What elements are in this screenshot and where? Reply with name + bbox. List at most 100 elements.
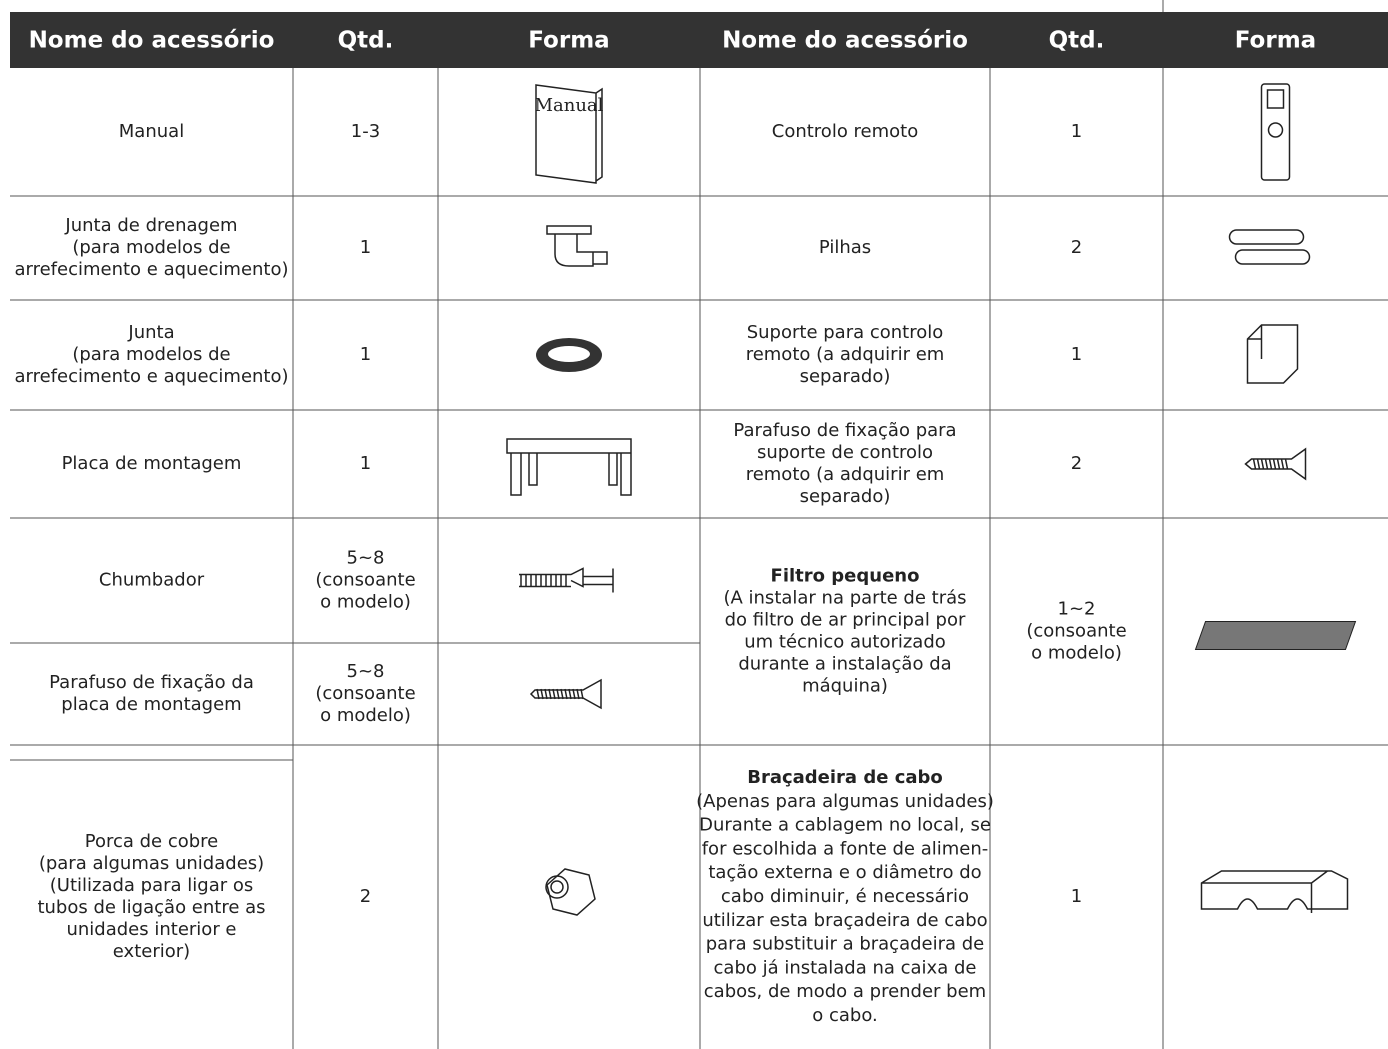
qty-line: (consoante [315, 683, 415, 704]
name-line: utilizar esta braçadeira de cabo [702, 910, 987, 931]
icon-shape [540, 688, 544, 700]
name-line: remoto (a adquirir em [746, 344, 945, 365]
icon-shape [545, 875, 569, 899]
icon [1244, 447, 1307, 481]
name-line: Junta de drenagem [64, 215, 237, 236]
name-line: suporte de controlo [757, 442, 933, 463]
icon [1228, 229, 1311, 265]
name-line: for escolhida a fonte de alimen- [702, 838, 989, 859]
qty-line: 1-3 [351, 121, 380, 142]
icon-shape [1234, 249, 1311, 265]
qty-line: (consoante [315, 570, 415, 591]
name-line: arrefecimento e aquecimento) [14, 259, 288, 280]
header-cell: Nome do acessório [29, 28, 275, 54]
icon-shape [1256, 458, 1261, 470]
icon [519, 567, 614, 593]
header-bar [10, 12, 1388, 68]
icon-shape [548, 688, 552, 700]
icon-shape [1228, 229, 1305, 245]
name-line-title: Filtro pequeno [771, 566, 920, 587]
icon-shape [550, 880, 564, 894]
icon [546, 225, 608, 267]
qty-line: 5~8 [347, 548, 385, 569]
qty-line: 1 [360, 344, 371, 365]
icon-shape [1284, 458, 1289, 470]
icon-shape [519, 567, 614, 593]
icon-shape [544, 688, 548, 700]
icon-shape [1200, 870, 1349, 913]
name-line: para substituir a braçadeira de [706, 934, 985, 955]
qty-line: 1 [360, 453, 371, 474]
icon-shape [572, 688, 576, 700]
qty-line: o modelo) [1031, 643, 1122, 664]
icon [545, 868, 596, 916]
name-line: (para modelos de [72, 237, 230, 258]
name-line: máquina) [802, 676, 888, 697]
name-line: unidades interior e [66, 919, 236, 940]
qty-line: 1 [1071, 121, 1082, 142]
icon-shape [1276, 458, 1281, 470]
name-line: Manual [119, 121, 184, 142]
header-cell: Forma [1235, 28, 1316, 54]
icon-shape [564, 688, 568, 700]
icon [506, 438, 632, 496]
icon [1194, 621, 1357, 650]
name-line: Placa de montagem [62, 453, 242, 474]
icon-shape [576, 688, 580, 700]
qty-line: o modelo) [320, 705, 411, 726]
icon-shape [1268, 458, 1273, 470]
icon-shape [580, 688, 584, 700]
qty-line: 2 [1071, 237, 1082, 258]
icon-shape [535, 84, 603, 184]
icon-shape [1264, 458, 1269, 470]
icon-shape [548, 346, 590, 362]
header-cell: Qtd. [1049, 28, 1105, 54]
name-line: tubos de ligação entre as [37, 897, 265, 918]
icon-shape [1266, 89, 1285, 109]
name-line: remoto (a adquirir em [746, 464, 945, 485]
header-cell: Nome do acessório [722, 28, 968, 54]
name-line: Suporte para controlo [747, 322, 944, 343]
icon [536, 338, 602, 372]
name-line: cabo já instalada na caixa de [714, 957, 977, 978]
name-line: Controlo remoto [772, 121, 919, 142]
name-line: placa de montagem [61, 694, 241, 715]
qty-line: 1 [1071, 344, 1082, 365]
icon [1260, 83, 1291, 181]
name-line: durante a instalação da [738, 654, 951, 675]
icon-shape [1280, 458, 1285, 470]
icon-shape [1260, 83, 1291, 181]
name-line: um técnico autorizado [744, 632, 946, 653]
name-line: Porca de cobre [85, 831, 219, 852]
name-line: do filtro de ar principal por [725, 610, 966, 631]
icon [1246, 324, 1299, 384]
name-line: separado) [800, 366, 891, 387]
icon [1200, 870, 1349, 913]
name-line: Parafuso de fixação para [733, 420, 956, 441]
icon-shape [1246, 324, 1299, 384]
icon-shape [1194, 621, 1357, 650]
name-line: separado) [800, 486, 891, 507]
name-line: cabo diminuir, é necessário [721, 886, 969, 907]
qty-line: 5~8 [347, 661, 385, 682]
icon-shape [556, 688, 560, 700]
icon-shape [546, 868, 596, 916]
name-line: arrefecimento e aquecimento) [14, 366, 288, 387]
icon-label: Manual [535, 95, 604, 116]
icon-shape [568, 688, 572, 700]
qty-line: o modelo) [320, 592, 411, 613]
icon-shape [506, 438, 632, 496]
icon-shape [1272, 458, 1277, 470]
name-line: Durante a cablagem no local, se [699, 815, 991, 836]
icon-shape [536, 688, 540, 700]
header-cell: Forma [528, 28, 609, 54]
name-line: (para modelos de [72, 344, 230, 365]
name-line: Chumbador [99, 570, 205, 591]
icon-shape [546, 225, 608, 267]
header-cell: Qtd. [338, 28, 394, 54]
name-line: Parafuso de fixação da [49, 672, 254, 693]
icon [529, 678, 602, 710]
icon: Manual [535, 84, 604, 184]
name-line: Pilhas [819, 237, 871, 258]
